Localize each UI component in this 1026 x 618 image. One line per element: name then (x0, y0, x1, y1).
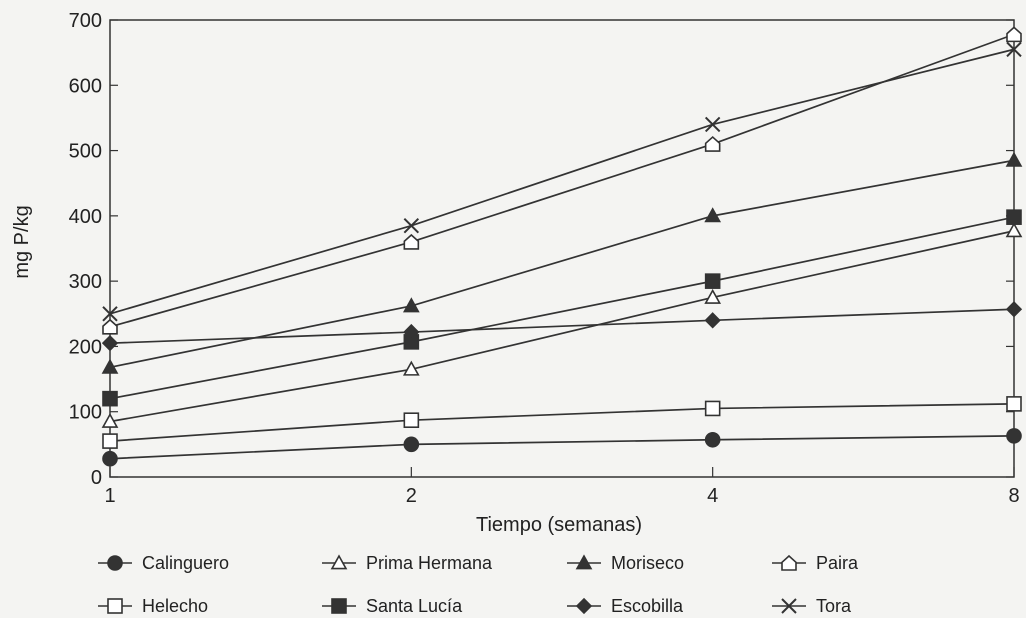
data-point (704, 207, 722, 223)
legend-label: Helecho (142, 596, 208, 616)
data-point (1006, 396, 1022, 412)
data-point (704, 135, 721, 152)
series-line (109, 216, 1015, 400)
series-line (109, 403, 1015, 442)
data-point (403, 323, 420, 341)
tick-labels: 0 100 200 300 400 500 600 700 1 2 4 8 (69, 10, 1020, 507)
legend-marker (330, 554, 348, 570)
y-tick-label: 400 (69, 206, 102, 228)
data-point (1006, 41, 1022, 58)
legend-label: Prima Hermana (366, 553, 493, 573)
legend-label: Escobilla (611, 596, 684, 616)
axes (109, 19, 1015, 478)
legend-label: Santa Lucía (366, 596, 463, 616)
x-tick-label: 4 (707, 485, 718, 507)
y-tick-label: 500 (69, 141, 102, 163)
data-point (1005, 151, 1023, 167)
data-point (402, 297, 420, 313)
data-point (403, 412, 420, 429)
data-point (403, 233, 420, 250)
x-axis-label: Tiempo (semanas) (476, 514, 642, 536)
data-point (704, 431, 721, 448)
legend-label: Tora (816, 596, 852, 616)
series-line (109, 435, 1015, 460)
legend-marker (781, 598, 797, 614)
y-tick-label: 600 (69, 75, 102, 97)
series-line (109, 33, 1015, 328)
data-point (102, 318, 118, 335)
data-point (102, 306, 118, 322)
legend-marker (107, 555, 123, 571)
legend-item-helecho: Helecho (98, 596, 208, 616)
series-tora (102, 41, 1022, 322)
data-point (101, 335, 119, 352)
data-point (102, 450, 118, 467)
legend-item-tora: Tora (772, 596, 852, 616)
y-tick-label: 200 (69, 336, 102, 358)
data-point (1006, 428, 1022, 444)
series-line (109, 230, 1015, 423)
legend-item-prima-hermana: Prima Hermana (322, 553, 493, 573)
y-tick-label: 100 (69, 402, 102, 424)
legend-marker (331, 598, 347, 614)
legend-label: Paira (816, 553, 859, 573)
plot-frame (109, 19, 1015, 478)
y-axis-label: mg P/kg (11, 205, 33, 278)
legend-item-santa-lucia: Santa Lucía (322, 596, 463, 616)
data-point (704, 116, 721, 133)
legend-item-escobilla: Escobilla (567, 596, 684, 616)
legend-marker (575, 597, 593, 615)
legend: Calinguero Prima Hermana Moriseco Paira Hele… (98, 553, 859, 616)
x-tick-label: 1 (104, 485, 115, 507)
legend-marker (781, 554, 797, 571)
legend-item-paira: Paira (772, 553, 859, 573)
data-point (704, 273, 721, 289)
series-line (109, 308, 1015, 345)
legend-item-moriseco: Moriseco (567, 553, 684, 573)
data-point (101, 358, 119, 374)
x-tick-label: 8 (1008, 485, 1019, 507)
data-point (1005, 222, 1023, 238)
y-tick-label: 300 (69, 271, 102, 293)
series-prima-hermana (101, 222, 1023, 428)
legend-marker (107, 598, 123, 614)
legend-marker (575, 554, 593, 570)
series-santa-lucia (102, 209, 1022, 407)
legend-label: Moriseco (611, 553, 684, 573)
series-moriseco (101, 151, 1023, 374)
series-line (109, 159, 1015, 369)
data-point (704, 312, 721, 329)
data-point (704, 400, 721, 417)
data-point (1005, 301, 1023, 318)
data-point (101, 412, 119, 428)
series-escobilla (101, 301, 1023, 352)
series-paira (102, 26, 1022, 335)
series-helecho (102, 396, 1022, 449)
legend-label: Calinguero (142, 553, 229, 573)
data-point (403, 217, 420, 234)
data-point (102, 390, 118, 407)
series-calinguero (102, 428, 1022, 467)
x-tick-label: 2 (406, 485, 417, 507)
data-point (402, 360, 420, 376)
legend-item-calinguero: Calinguero (98, 553, 229, 573)
data-point (403, 436, 420, 453)
data-point (704, 288, 722, 304)
data-point (102, 433, 118, 449)
y-tick-label: 0 (91, 467, 102, 489)
series-lines (101, 26, 1023, 467)
data-point (1006, 209, 1022, 225)
series-line (109, 48, 1015, 315)
y-tick-label: 700 (69, 10, 102, 32)
data-point (1006, 26, 1022, 43)
